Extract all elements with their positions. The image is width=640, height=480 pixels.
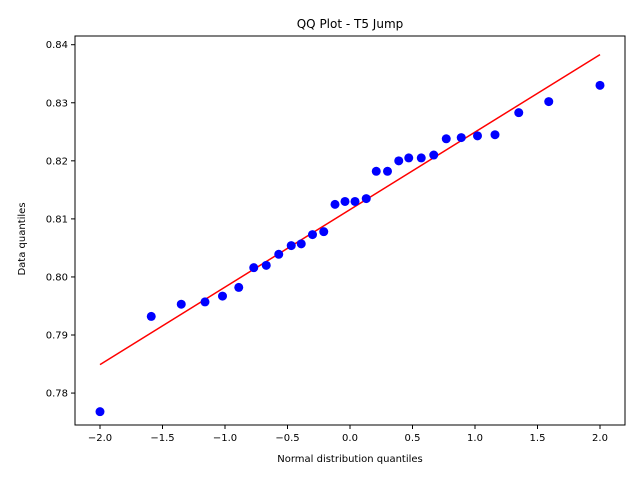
data-point <box>330 199 340 209</box>
data-point <box>261 260 271 270</box>
y-axis-label: Data quantiles <box>17 202 28 275</box>
data-point <box>218 291 227 301</box>
x-axis-label: Normal distribution quantiles <box>277 454 423 465</box>
y-tick-label: 0.84 <box>46 40 68 51</box>
x-tick-label: −0.5 <box>275 433 299 444</box>
x-tick-label: 0.5 <box>405 433 421 444</box>
x-tick-label: −1.5 <box>150 433 174 444</box>
y-tick-label: 0.82 <box>46 156 68 167</box>
data-point <box>340 196 350 206</box>
plot-area: −2.0 −1.5 −1.0 −0.5 0.0 0.5 1.0 1.5 2.0 0.78 0.79 0… <box>46 35 626 444</box>
data-point <box>404 153 414 163</box>
data-point <box>308 230 317 240</box>
y-tick-label: 0.81 <box>46 214 68 225</box>
reference-line <box>99 53 601 366</box>
data-point <box>146 311 156 321</box>
data-point <box>441 134 451 144</box>
data-point <box>416 153 426 163</box>
x-tick-label: 1.0 <box>467 433 483 444</box>
data-point <box>394 156 404 166</box>
data-point <box>383 166 392 176</box>
data-point <box>234 282 244 292</box>
x-tick-label: −2.0 <box>88 433 112 444</box>
y-tick-label: 0.79 <box>46 331 68 342</box>
data-point <box>350 196 360 206</box>
x-tick-label: −1.0 <box>213 433 237 444</box>
y-tick-label: 0.83 <box>46 98 68 109</box>
data-point <box>429 150 439 160</box>
data-point <box>286 241 296 251</box>
data-point <box>456 133 466 143</box>
data-point <box>361 194 371 204</box>
data-point <box>490 130 500 140</box>
chart-title: QQ Plot - T5 Jump <box>297 17 404 31</box>
data-point <box>514 108 524 118</box>
data-point <box>595 80 605 90</box>
data-point <box>296 239 306 249</box>
data-point <box>371 166 381 176</box>
x-tick-label: 2.0 <box>592 433 608 444</box>
data-point <box>200 297 210 307</box>
plot-frame <box>74 35 626 426</box>
data-point <box>274 249 284 259</box>
x-tick-label: 1.5 <box>530 433 546 444</box>
data-point <box>544 97 554 107</box>
data-point <box>176 299 186 309</box>
x-tick-label: 0.0 <box>342 433 358 444</box>
data-point <box>319 227 329 237</box>
y-tick-label: 0.80 <box>46 272 68 283</box>
data-point <box>249 263 259 273</box>
data-point <box>95 407 105 417</box>
y-tick-label: 0.78 <box>46 389 68 400</box>
data-point <box>473 131 482 141</box>
